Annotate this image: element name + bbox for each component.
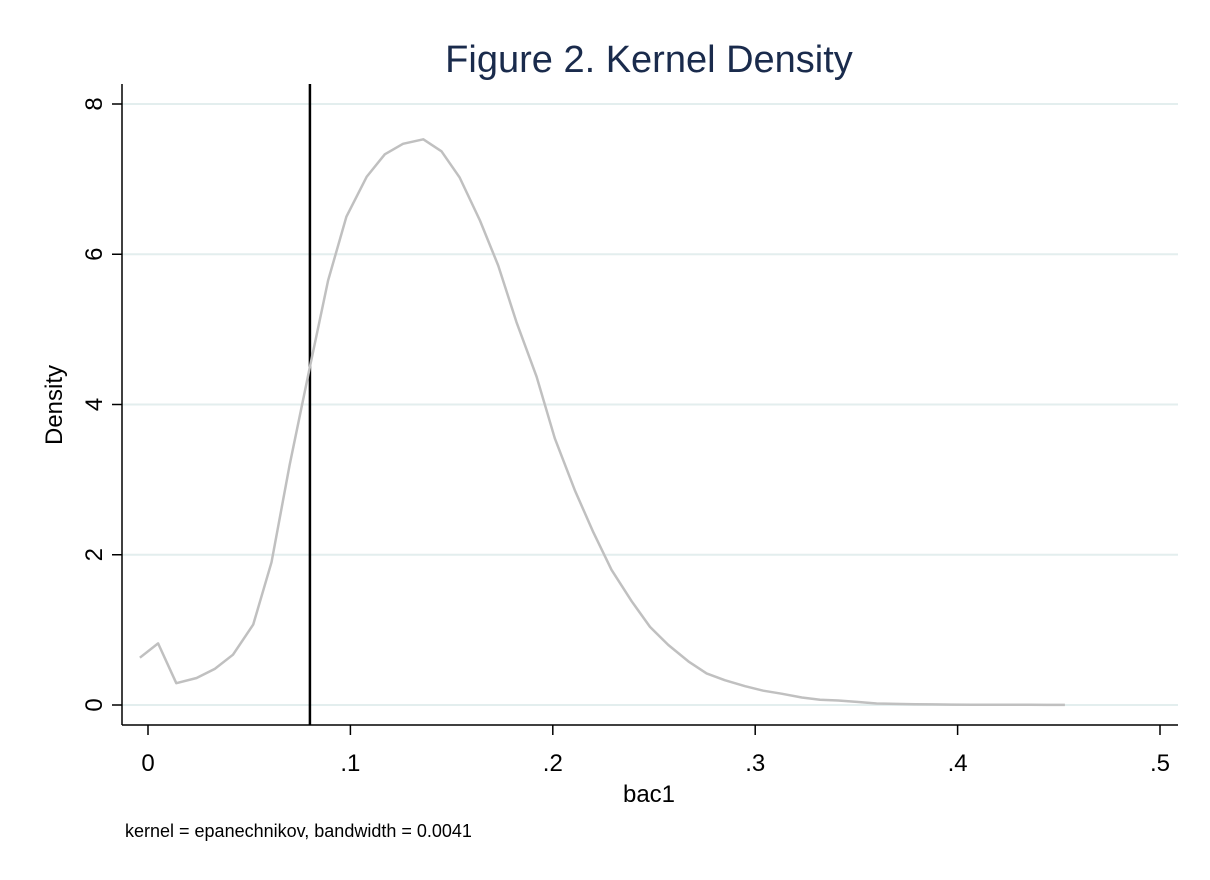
y-tick-label: 6 [81, 248, 108, 261]
y-tick-label: 8 [81, 97, 108, 110]
x-tick-label: .2 [543, 750, 563, 777]
axes: 0 2 4 6 8 0 .1 .2 .3 .4 .5 [81, 84, 1178, 777]
x-tick-label: .5 [1150, 750, 1170, 777]
kernel-note: kernel = epanechnikov, bandwidth = 0.004… [125, 821, 472, 841]
x-tick-label: .4 [948, 750, 968, 777]
density-curve [139, 138, 1065, 707]
y-tick-label: 0 [81, 698, 108, 711]
x-tick-label: 0 [141, 750, 154, 777]
density-curve-group [139, 138, 1065, 707]
y-tick-label: 2 [81, 548, 108, 561]
y-tick-label: 4 [81, 398, 108, 411]
chart-title: Figure 2. Kernel Density [445, 39, 853, 81]
x-tick-label: .3 [745, 750, 765, 777]
x-tick-label: .1 [340, 750, 360, 777]
gridlines [122, 103, 1178, 706]
y-axis-label: Density [41, 365, 68, 445]
x-axis-label: bac1 [623, 781, 675, 808]
